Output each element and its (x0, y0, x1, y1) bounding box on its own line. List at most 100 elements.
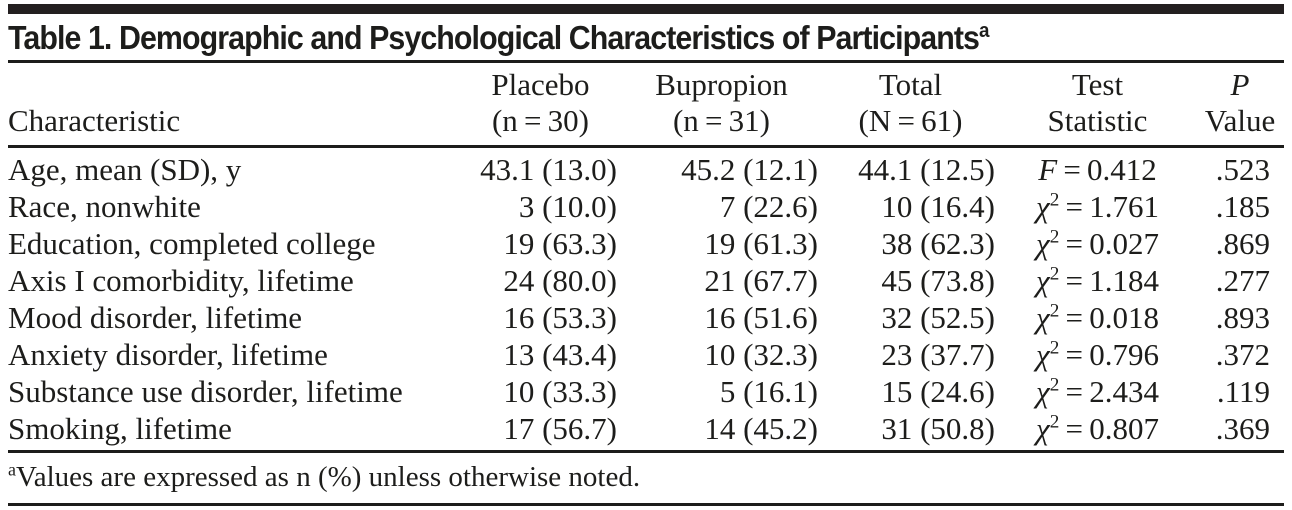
table-header-row: Characteristic Placebo (n = 30) Bupropion (n… (8, 63, 1284, 148)
cell-total: 45 (73.8) (881, 263, 995, 298)
table-row: Mood disorder, lifetime 16 (53.3) 16 (51.6… (8, 299, 1284, 336)
header-bupropion: Bupropion (n = 31) (621, 63, 822, 148)
stat-superscript: 2 (1049, 411, 1060, 433)
table-row: Education, completed college 19 (63.3) 19 … (8, 225, 1284, 262)
cell-bupropion: 7 (22.6) (719, 189, 818, 224)
cell-bupropion: 14 (45.2) (621, 410, 822, 453)
header-p-value: P Value (1196, 63, 1284, 148)
cell-placebo: 19 (63.3) (503, 226, 617, 261)
cell-placebo: 10 (33.3) (503, 374, 617, 409)
cell-placebo: 3 (10.0) (518, 189, 617, 224)
cell-total: 32 (52.5) (881, 300, 995, 335)
stat-symbol: χ (1036, 411, 1050, 446)
cell-placebo: 43.1 (13.0) (480, 152, 617, 187)
cell-p-value: .372 (1215, 337, 1270, 372)
table-row: Smoking, lifetime 17 (56.7) 14 (45.2) 31 (5… (8, 410, 1284, 453)
cell-p-value: .523 (1215, 152, 1270, 187)
stat-superscript: 2 (1049, 263, 1060, 285)
table-row: Age, mean (SD), y 43.1 (13.0) 45.2 (12.1) 4… (8, 147, 1284, 189)
table-row: Race, nonwhite 3 (10.0) 7 (22.6) 10 (16.4) χ… (8, 188, 1284, 225)
stat-superscript: 2 (1049, 226, 1060, 248)
cell-bupropion: 19 (61.3) (704, 226, 818, 261)
cell-total: 38 (62.3) (881, 226, 995, 261)
stat-superscript: 2 (1049, 374, 1060, 396)
cell-test-statistic: χ2 = 0.796 (1036, 337, 1159, 372)
cell-placebo: 24 (80.0) (503, 263, 617, 298)
stat-superscript: 2 (1049, 300, 1060, 322)
stat-symbol: χ (1036, 300, 1050, 335)
cell-total: 31 (50.8) (822, 410, 999, 453)
cell-characteristic: Substance use disorder, lifetime (8, 374, 403, 409)
cell-bupropion: 5 (16.1) (719, 374, 818, 409)
cell-p-value: .185 (1215, 189, 1270, 224)
footnote-superscript: a (8, 459, 16, 480)
cell-characteristic: Smoking, lifetime (8, 410, 460, 453)
cell-placebo: 16 (53.3) (503, 300, 617, 335)
stat-symbol: χ (1036, 189, 1050, 224)
table-footnote: aValues are expressed as n (%) unless ot… (8, 453, 1284, 506)
header-placebo: Placebo (n = 30) (460, 63, 621, 148)
cell-test-statistic: F = 0.412 (1038, 152, 1157, 187)
header-characteristic-line2: Characteristic (8, 103, 181, 138)
table-row: Anxiety disorder, lifetime 13 (43.4) 10 (3… (8, 336, 1284, 373)
cell-placebo: 17 (56.7) (460, 410, 621, 453)
footnote-text: Values are expressed as n (%) unless oth… (15, 461, 641, 493)
cell-test-statistic: χ2 = 2.434 (1036, 374, 1159, 409)
header-placebo-line2: (n = 30) (491, 103, 590, 138)
table-row: Substance use disorder, lifetime 10 (33.3… (8, 373, 1284, 410)
cell-characteristic: Age, mean (SD), y (8, 152, 242, 187)
cell-p-value: .893 (1215, 300, 1270, 335)
table-title: Table 1. Demographic and Psychological C… (8, 14, 1182, 60)
stat-superscript: 2 (1049, 189, 1060, 211)
header-test-statistic-line2: Statistic (1047, 103, 1148, 138)
cell-test-statistic: χ2 = 0.018 (1036, 300, 1159, 335)
stat-symbol: χ (1036, 337, 1050, 372)
header-p-value-line2: Value (1204, 103, 1276, 138)
cell-characteristic: Axis I comorbidity, lifetime (8, 263, 354, 298)
header-test-statistic: Test Statistic (999, 63, 1196, 148)
stat-symbol: F (1038, 152, 1058, 187)
cell-characteristic: Mood disorder, lifetime (8, 300, 303, 335)
header-test-statistic-line1: Test (1071, 67, 1124, 102)
header-characteristic: Characteristic (8, 63, 460, 148)
table-row: Axis I comorbidity, lifetime 24 (80.0) 21 … (8, 262, 1284, 299)
stat-superscript: 2 (1049, 337, 1060, 359)
table-body: Age, mean (SD), y 43.1 (13.0) 45.2 (12.1) 4… (8, 147, 1284, 453)
cell-total: 10 (16.4) (881, 189, 995, 224)
table-top-bar (8, 4, 1284, 14)
header-total-line2: (N = 61) (858, 103, 963, 138)
table-title-superscript: a (978, 19, 989, 42)
cell-placebo: 13 (43.4) (503, 337, 617, 372)
cell-bupropion: 16 (51.6) (704, 300, 818, 335)
header-total: Total (N = 61) (822, 63, 999, 148)
cell-test-statistic: χ2 = 1.761 (1036, 189, 1159, 224)
stat-symbol: χ (1036, 226, 1050, 261)
cell-test-statistic: χ2 = 1.184 (1036, 263, 1159, 298)
cell-p-value: .277 (1215, 263, 1270, 298)
cell-test-statistic: χ2 = 0.027 (1036, 226, 1159, 261)
stat-symbol: χ (1036, 263, 1050, 298)
header-total-line1: Total (878, 67, 943, 102)
cell-bupropion: 10 (32.3) (704, 337, 818, 372)
header-bupropion-line1: Bupropion (655, 67, 788, 102)
cell-total: 44.1 (12.5) (858, 152, 995, 187)
cell-bupropion: 21 (67.7) (704, 263, 818, 298)
table-container: Table 1. Demographic and Psychological C… (8, 4, 1284, 506)
cell-total: 15 (24.6) (881, 374, 995, 409)
cell-total: 23 (37.7) (881, 337, 995, 372)
cell-characteristic: Race, nonwhite (8, 189, 201, 224)
stat-symbol: χ (1036, 374, 1050, 409)
cell-p-value: .369 (1196, 410, 1284, 453)
cell-characteristic: Education, completed college (8, 226, 376, 261)
header-placebo-line1: Placebo (491, 67, 590, 102)
demographics-table: Characteristic Placebo (n = 30) Bupropion (n… (8, 63, 1284, 453)
cell-bupropion: 45.2 (12.1) (681, 152, 818, 187)
cell-p-value: .869 (1215, 226, 1270, 261)
header-p-value-line1: P (1230, 67, 1250, 102)
header-bupropion-line2: (n = 31) (672, 103, 771, 138)
table-header: Characteristic Placebo (n = 30) Bupropion (n… (8, 63, 1284, 148)
cell-characteristic: Anxiety disorder, lifetime (8, 337, 328, 372)
cell-p-value: .119 (1216, 374, 1270, 409)
title-rule (8, 60, 1284, 63)
